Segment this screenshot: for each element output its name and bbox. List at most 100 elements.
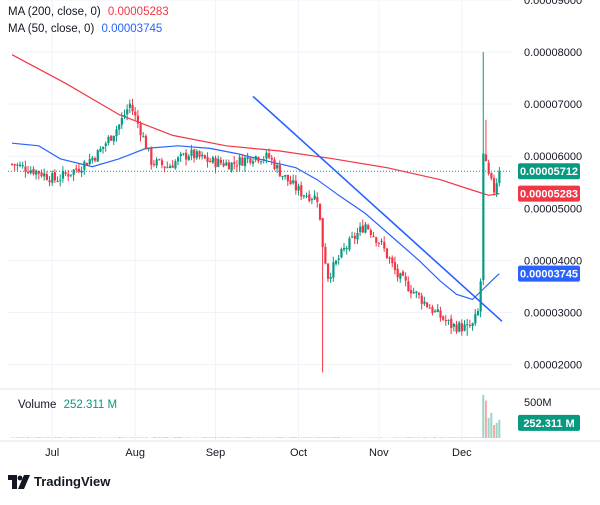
- volume-bar: [410, 437, 412, 438]
- volume-bar: [423, 437, 425, 438]
- candle-body: [431, 307, 433, 313]
- candle-body: [153, 164, 155, 165]
- volume-bar: [276, 437, 278, 438]
- candle-body: [335, 261, 337, 264]
- candle-body: [40, 172, 42, 176]
- candle-body: [148, 148, 150, 149]
- candle-body: [86, 163, 88, 165]
- volume-bar: [450, 437, 452, 438]
- candle-body: [466, 324, 468, 325]
- volume-bar: [482, 395, 484, 438]
- candle-body: [338, 259, 340, 260]
- legend-volume[interactable]: Volume 252.311 M: [18, 399, 117, 411]
- volume-bar: [263, 437, 265, 438]
- candle-body: [429, 308, 431, 309]
- candle-body: [172, 165, 174, 167]
- volume-bar: [394, 437, 396, 438]
- candle-body: [252, 161, 254, 163]
- volume-bar: [399, 437, 401, 438]
- volume-bar: [38, 437, 40, 438]
- volume-bar: [247, 437, 249, 438]
- legend-ma200-value: 0.00005283: [108, 6, 169, 18]
- volume-bar: [239, 437, 241, 438]
- y-tick-label: 0.00005000: [524, 203, 582, 215]
- volume-bar: [281, 437, 283, 438]
- volume-bar: [174, 437, 176, 438]
- candle-body: [247, 157, 249, 159]
- candle-body: [453, 324, 455, 327]
- volume-bar: [292, 437, 294, 438]
- volume-bar: [381, 437, 383, 438]
- candle-body: [306, 196, 308, 197]
- candle-body: [407, 281, 409, 291]
- candle-body: [405, 276, 407, 280]
- candle-body: [287, 175, 289, 181]
- volume-bar: [137, 437, 139, 438]
- candle-body: [292, 180, 294, 183]
- candle-body: [383, 242, 385, 248]
- candle-body: [239, 157, 241, 165]
- candle-body: [83, 162, 85, 170]
- volume-bar: [477, 437, 479, 438]
- volume-bar: [306, 437, 308, 438]
- candle-body: [105, 143, 107, 146]
- candle-body: [233, 162, 235, 164]
- volume-bar: [177, 437, 179, 438]
- candle-body: [75, 168, 77, 169]
- candle-body: [225, 162, 227, 165]
- candle-body: [394, 262, 396, 270]
- candle-body: [198, 151, 200, 157]
- y-tick-label: 0.00008000: [524, 47, 582, 59]
- volume-value-text: 252.311 M: [523, 418, 574, 430]
- volume-bar: [161, 437, 163, 438]
- candle-body: [91, 158, 93, 161]
- volume-bar: [236, 437, 238, 438]
- candle-body: [231, 163, 233, 171]
- candle-body: [482, 154, 484, 280]
- candle-body: [255, 156, 257, 160]
- candle-body: [48, 180, 50, 182]
- candle-body: [276, 165, 278, 168]
- candle-body: [413, 292, 415, 293]
- volume-bar: [121, 437, 123, 438]
- legend-ma50[interactable]: MA (50, close, 0) 0.00003745: [8, 23, 162, 35]
- volume-bar: [16, 437, 18, 438]
- candle-body: [399, 273, 401, 279]
- candle-body: [57, 181, 59, 182]
- y-tick-label: 0.00002000: [524, 360, 582, 372]
- y-tick-label: 0.00003000: [524, 307, 582, 319]
- volume-bar: [249, 437, 251, 438]
- volume-bar: [453, 437, 455, 438]
- candle-body: [442, 316, 444, 319]
- legend-ma50-label: MA (50, close, 0): [8, 23, 94, 35]
- candle-body: [73, 170, 75, 175]
- candle-body: [437, 309, 439, 312]
- candle-body: [346, 248, 348, 249]
- candle-body: [97, 150, 99, 161]
- volume-bar: [206, 437, 208, 438]
- volume-bar: [54, 437, 56, 438]
- legend-ma200[interactable]: MA (200, close, 0) 0.00005283: [8, 6, 169, 18]
- volume-bar: [311, 437, 313, 438]
- candle-body: [54, 172, 56, 180]
- candle-body: [65, 172, 67, 173]
- volume-bar: [257, 437, 259, 438]
- candle-body: [59, 180, 61, 181]
- volume-bar: [156, 437, 158, 438]
- candle-body: [204, 155, 206, 158]
- volume-bar: [418, 437, 420, 438]
- volume-bar: [490, 413, 492, 438]
- tradingview-logo[interactable]: TradingView: [8, 474, 110, 489]
- candle-body: [300, 185, 302, 196]
- candle-body: [314, 196, 316, 200]
- candle-body: [51, 173, 53, 183]
- volume-bar: [469, 437, 471, 438]
- volume-bar: [480, 437, 482, 438]
- candle-body: [177, 157, 179, 161]
- candle-body: [142, 136, 144, 137]
- candle-body: [455, 324, 457, 331]
- candle-body: [78, 169, 80, 172]
- volume-bar: [498, 420, 500, 438]
- candle-body: [348, 238, 350, 249]
